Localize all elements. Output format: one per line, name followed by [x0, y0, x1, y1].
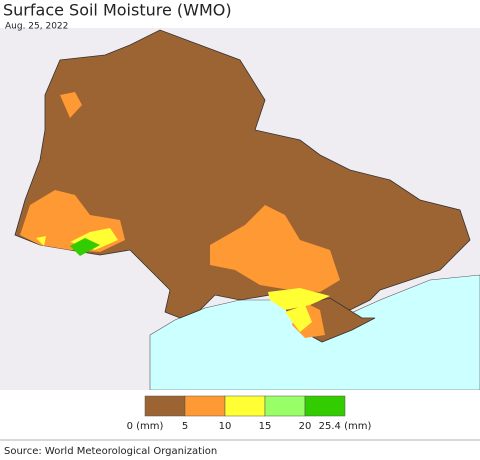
source: Source: World Meteorological Organizatio… — [4, 446, 217, 457]
moisture-patch — [70, 238, 100, 256]
moisture-patch — [268, 288, 330, 310]
legend: 0 (mm) 5 10 15 20 25.4 (mm) — [127, 395, 372, 432]
legend-swatch — [184, 395, 226, 417]
legend-label: 5 — [182, 421, 188, 432]
legend-swatch — [224, 395, 266, 417]
title: Surface Soil Moisture (WMO) — [3, 1, 232, 20]
legend-label: 0 (mm) — [127, 421, 164, 432]
legend-label: 10 — [219, 421, 232, 432]
legend-swatch — [264, 395, 306, 417]
legend-label: 15 — [259, 421, 272, 432]
legend-swatch — [144, 395, 186, 417]
legend-label: 20 — [299, 421, 312, 432]
moisture-patch — [285, 305, 312, 332]
date: Aug. 25, 2022 — [5, 22, 68, 32]
moisture-patch — [210, 205, 340, 292]
legend-label: 25.4 (mm) — [319, 421, 372, 432]
legend-swatch — [304, 395, 346, 417]
moisture-patch — [36, 236, 46, 246]
moisture-patch — [60, 92, 82, 118]
